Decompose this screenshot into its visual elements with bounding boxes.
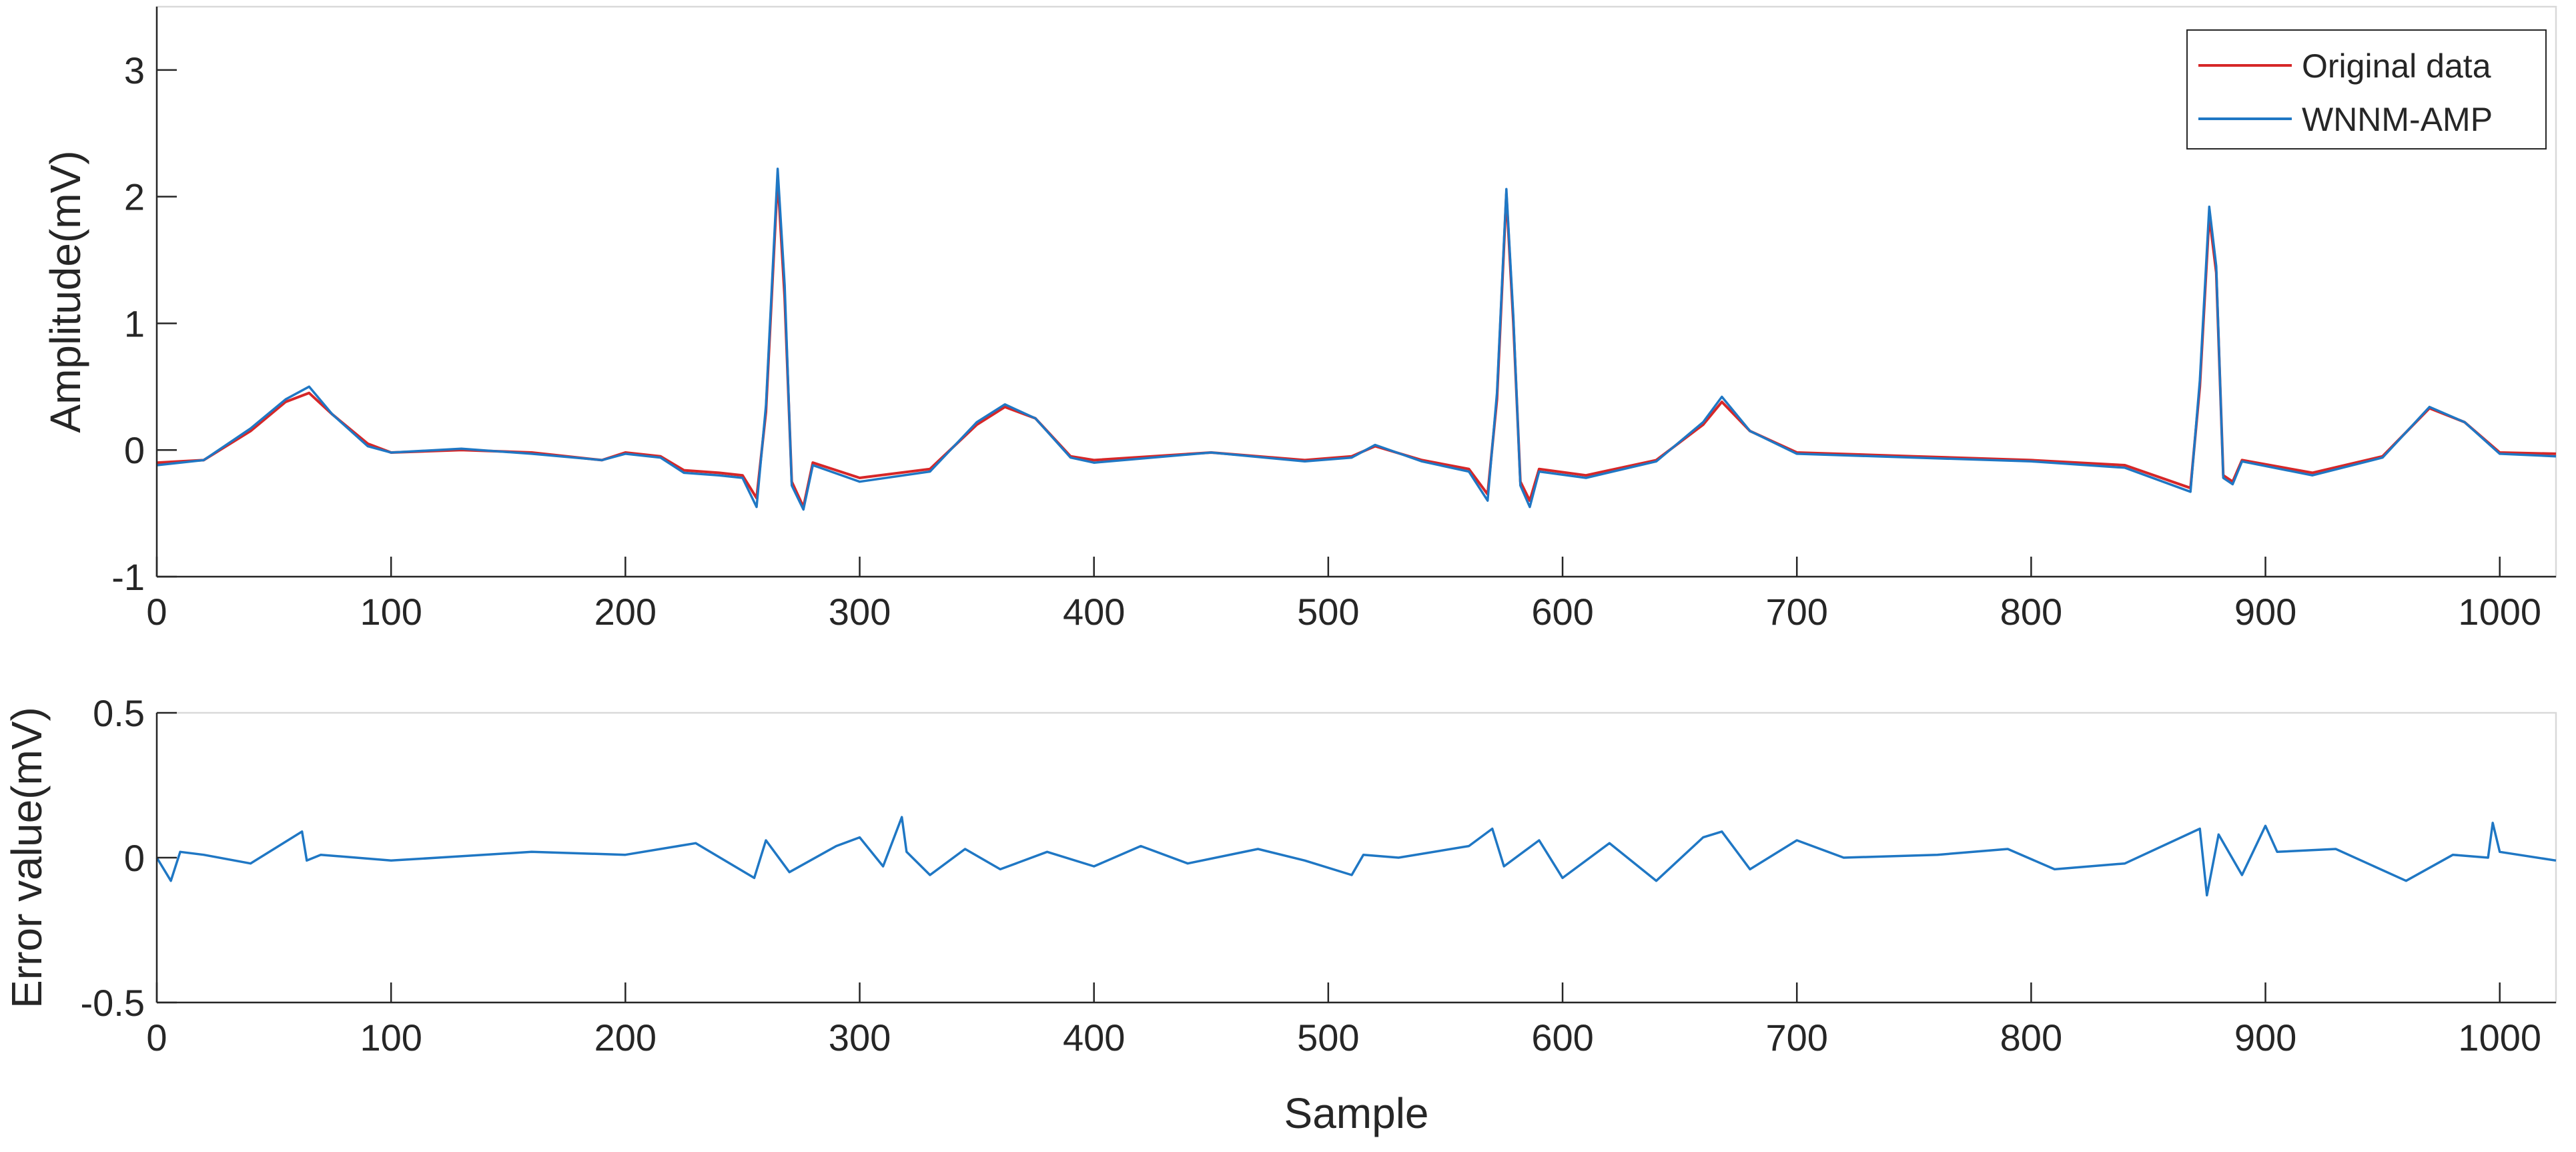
- error-x-tick-label: 900: [2234, 1017, 2296, 1059]
- amplitude-x-tick-label: 800: [2000, 591, 2062, 633]
- amplitude-x-tick-label: 300: [829, 591, 891, 633]
- amplitude-x-tick-label: 200: [594, 591, 657, 633]
- amplitude-series-line-1: [156, 168, 2557, 511]
- amplitude-y-tick-label: -1: [111, 556, 145, 598]
- error-series-line-0: [155, 816, 2557, 897]
- legend-label-original: Original data: [2302, 47, 2491, 85]
- legend-box: [2186, 29, 2547, 150]
- x-axis-label: Sample: [1284, 1089, 1429, 1137]
- error-x-tick-label: 0: [146, 1017, 167, 1059]
- error-x-ticks: 0 100 200 300 400 500 600 700 800 900 1000: [146, 982, 2541, 1059]
- error-x-tick-label: 1000: [2458, 1017, 2541, 1059]
- error-x-tick-label: 600: [1531, 1017, 1593, 1059]
- amplitude-y-axis-label: Amplitude(mV): [41, 150, 89, 433]
- amplitude-y-tick-label: 0: [124, 429, 145, 471]
- error-x-tick-label: 200: [594, 1017, 657, 1059]
- error-plot-box: [155, 711, 2557, 1004]
- amplitude-y-ticks: -1 0 1 2 3: [111, 49, 177, 598]
- amplitude-y-tick-label: 1: [124, 302, 145, 344]
- amplitude-series-line-0: [156, 176, 2557, 509]
- amplitude-series-lines: [156, 168, 2557, 511]
- legend: Original data WNNM-AMP: [2186, 29, 2547, 150]
- error-series-lines: [155, 816, 2557, 897]
- amplitude-x-tick-label: 0: [146, 591, 167, 633]
- error-y-ticks: -0.5 0 0.5: [81, 692, 177, 1024]
- amplitude-x-tick-label: 900: [2234, 591, 2296, 633]
- error-x-tick-label: 500: [1297, 1017, 1359, 1059]
- amplitude-x-tick-label: 1000: [2458, 591, 2541, 633]
- amplitude-x-ticks: 0 100 200 300 400 500 600 700 800 900 1000: [146, 557, 2541, 633]
- error-y-axis-label: Error value(mV): [3, 707, 51, 1009]
- amplitude-x-tick-label: 600: [1531, 591, 1593, 633]
- error-x-tick-label: 700: [1765, 1017, 1827, 1059]
- error-x-tick-label: 100: [360, 1017, 422, 1059]
- amplitude-x-tick-label: 500: [1297, 591, 1359, 633]
- error-x-tick-label: 800: [2000, 1017, 2062, 1059]
- error-x-tick-label: 400: [1063, 1017, 1125, 1059]
- error-panel: -0.500.5 0 100 200 300 400 500 600 700 800 900 100…: [3, 692, 2557, 1137]
- error-y-tick-label: 0.5: [93, 692, 145, 734]
- amplitude-y-tick-label: 2: [124, 176, 145, 218]
- legend-label-wnnm-amp: WNNM-AMP: [2302, 101, 2493, 138]
- amplitude-x-tick-label: 700: [1765, 591, 1827, 633]
- amplitude-x-tick-label: 400: [1063, 591, 1125, 633]
- error-x-tick-label: 300: [829, 1017, 891, 1059]
- amplitude-y-tick-label: 3: [124, 49, 145, 91]
- error-y-tick-label: -0.5: [81, 982, 145, 1024]
- amplitude-x-tick-label: 100: [360, 591, 422, 633]
- error-y-tick-label: 0: [124, 837, 145, 879]
